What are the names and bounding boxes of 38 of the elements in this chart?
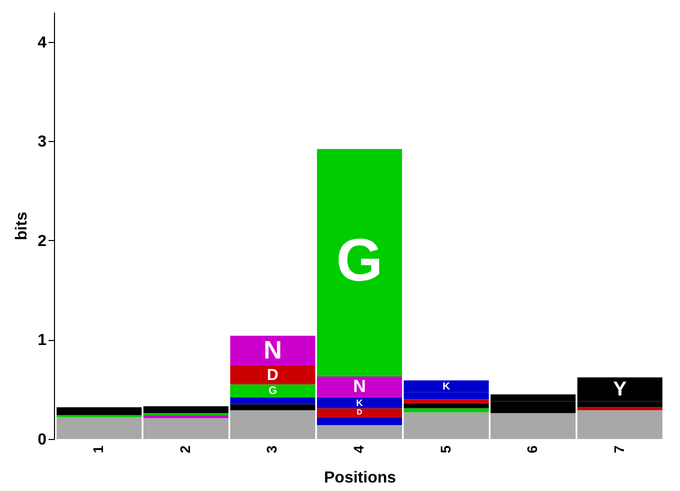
series-label: G	[268, 384, 277, 397]
bar	[316, 425, 402, 439]
bar	[230, 336, 316, 366]
text: K	[356, 398, 363, 408]
series-label: D	[266, 366, 278, 384]
bar	[577, 410, 662, 439]
bar	[230, 397, 316, 404]
x-axis-title: Positions	[324, 469, 396, 486]
text: N	[264, 336, 282, 365]
bar	[230, 366, 316, 384]
series-label: Y	[613, 378, 628, 400]
x-tick-label: 1	[90, 445, 106, 454]
bar	[230, 384, 316, 398]
bar	[404, 408, 489, 412]
bar	[143, 415, 228, 418]
series-label: G	[336, 226, 383, 294]
x-tick-label: 6	[524, 445, 540, 454]
x-tick-label: 3	[264, 445, 280, 454]
bar	[316, 417, 402, 426]
x-tick-label: 2	[176, 445, 193, 454]
bar	[316, 408, 402, 418]
bar	[404, 399, 489, 404]
y-tick-label: 1	[38, 332, 47, 350]
bar	[316, 149, 402, 376]
bar	[316, 376, 402, 398]
y-tick-label: 3	[38, 134, 47, 151]
y-tick-label: 4	[38, 34, 47, 52]
y-axis-title: bits	[14, 212, 31, 240]
bar	[56, 417, 142, 439]
bar	[577, 407, 662, 410]
series-label: N	[353, 376, 366, 396]
x-tick-label: 7	[610, 445, 627, 454]
bar	[316, 397, 402, 408]
series-label: K	[442, 381, 451, 392]
y-tick-label: 2	[38, 232, 47, 250]
x-tick-label: 4	[350, 445, 366, 454]
x-tick-label: 5	[437, 445, 454, 454]
y-tick-label: 0	[38, 432, 47, 448]
